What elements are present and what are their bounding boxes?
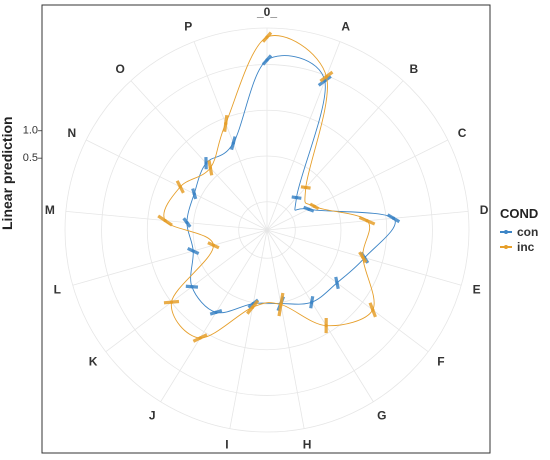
point-inc xyxy=(163,218,167,223)
legend: COND con inc xyxy=(500,206,538,254)
legend-key xyxy=(500,227,512,237)
point-inc xyxy=(250,305,255,309)
category-label: L xyxy=(54,283,61,297)
point-con xyxy=(335,281,339,285)
point-con xyxy=(185,220,189,225)
point-con xyxy=(190,285,194,289)
polar-grid xyxy=(64,27,470,433)
point-con xyxy=(307,207,311,211)
category-label: H xyxy=(303,437,312,451)
y-tick-label: 0.5 xyxy=(23,152,38,164)
category-label: C xyxy=(458,126,467,140)
spoke-line xyxy=(160,229,268,402)
spoke-line xyxy=(266,80,404,231)
point-inc xyxy=(211,243,216,247)
point-con xyxy=(265,58,269,62)
category-label: I xyxy=(225,437,228,451)
point-inc xyxy=(324,323,328,328)
panel-border xyxy=(41,4,491,454)
point-inc xyxy=(279,302,283,307)
point-inc xyxy=(312,204,317,208)
category-label: D xyxy=(480,203,489,217)
point-con xyxy=(391,216,396,220)
category-label: A xyxy=(341,20,350,34)
category-label: O xyxy=(115,62,124,76)
category-label: _0_ xyxy=(256,5,277,19)
spoke-line xyxy=(266,41,341,231)
category-label: J xyxy=(149,408,156,422)
point-inc xyxy=(169,300,174,304)
spoke-line xyxy=(266,229,305,429)
point-inc xyxy=(304,185,308,190)
series-line-inc xyxy=(163,35,375,339)
legend-title: COND xyxy=(500,206,539,221)
point-inc xyxy=(178,185,182,189)
category-label: E xyxy=(473,283,481,297)
point-con xyxy=(310,300,314,304)
point-con xyxy=(231,141,235,145)
point-inc xyxy=(361,255,365,259)
point-con xyxy=(214,310,218,314)
point-inc xyxy=(365,219,369,223)
legend-label: con xyxy=(517,224,539,239)
point-con xyxy=(294,196,299,200)
point-inc xyxy=(198,336,202,340)
category-label: P xyxy=(184,20,192,34)
point-inc xyxy=(371,308,375,312)
spoke-line xyxy=(266,229,374,402)
axis-labels: _0_ A B C D E F G H I J K L M N O P 1.0 0.5 xyxy=(23,5,489,451)
legend-item-con: con xyxy=(500,224,538,239)
y-tick-label: 1.0 xyxy=(23,125,38,137)
point-inc xyxy=(265,35,269,39)
spoke-line xyxy=(130,80,268,231)
category-label: K xyxy=(89,354,98,368)
spoke-line xyxy=(266,139,449,231)
category-label: B xyxy=(410,62,419,76)
spoke-line xyxy=(229,229,268,429)
series-line-con xyxy=(186,55,396,314)
point-con xyxy=(191,249,195,253)
spoke-line xyxy=(85,139,268,231)
y-axis-title: Linear prediction xyxy=(0,116,15,230)
category-label: M xyxy=(45,203,55,217)
point-inc xyxy=(208,166,212,170)
spoke-line xyxy=(193,41,268,231)
point-inc xyxy=(224,121,228,126)
legend-label: inc xyxy=(517,239,535,254)
category-label: F xyxy=(437,354,444,368)
spoke-line xyxy=(266,229,429,353)
legend-key xyxy=(500,242,512,252)
point-con xyxy=(192,192,196,196)
series-layer xyxy=(157,31,401,343)
point-con xyxy=(204,161,208,165)
spoke-line xyxy=(72,229,268,286)
spoke-line xyxy=(105,229,268,353)
legend-item-inc: inc xyxy=(500,239,538,254)
legend-items: con inc xyxy=(500,224,538,254)
category-label: N xyxy=(68,126,77,140)
point-inc xyxy=(324,74,329,79)
category-label: G xyxy=(377,408,386,422)
